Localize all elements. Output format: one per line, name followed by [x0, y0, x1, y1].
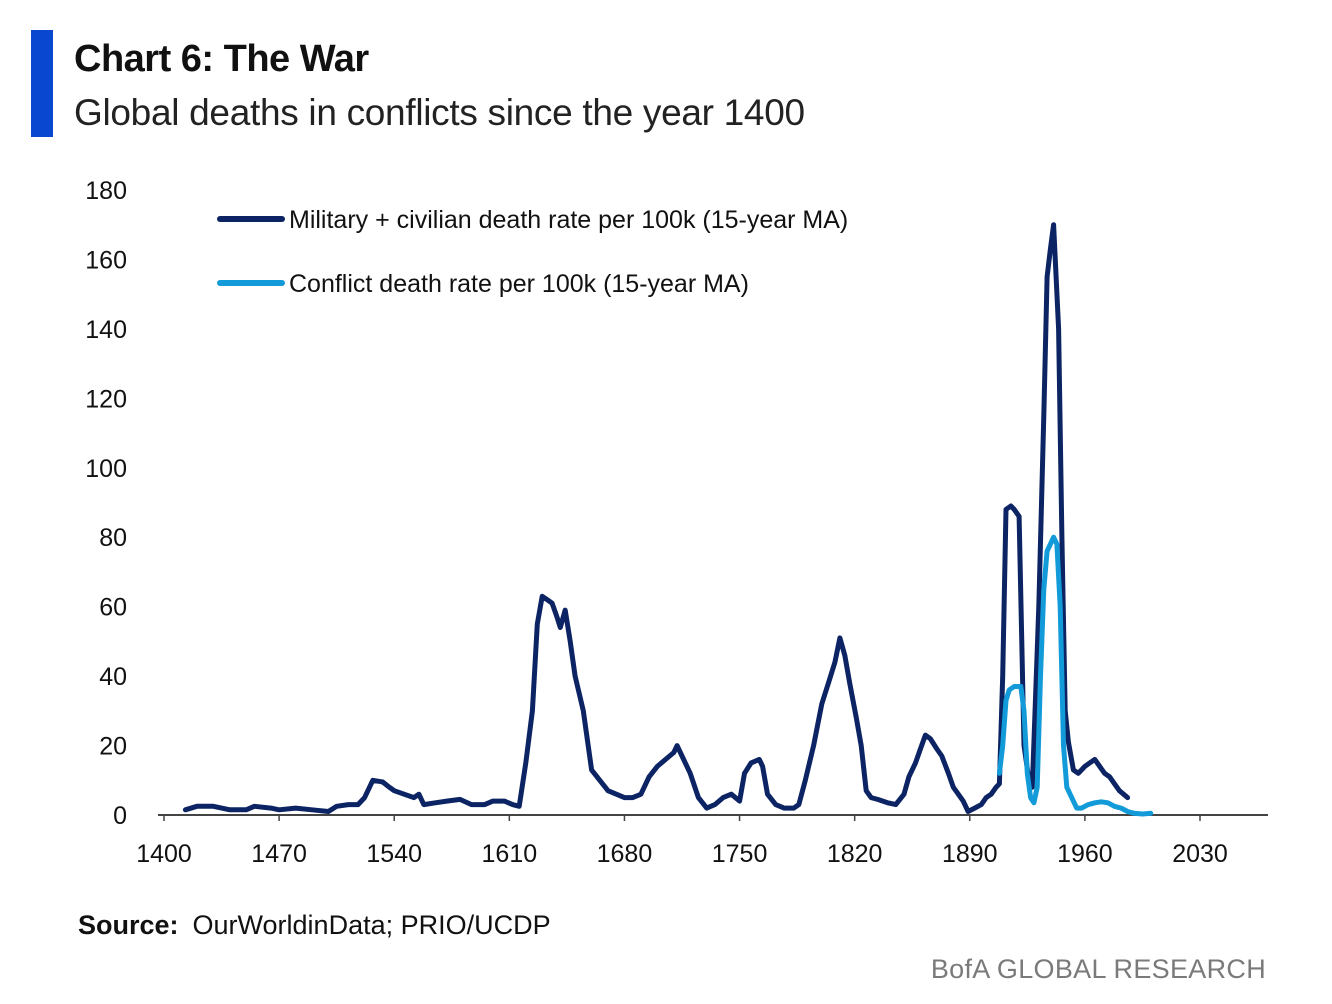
x-tick-label: 1890: [942, 840, 998, 868]
legend: Military + civilian death rate per 100k …: [217, 206, 848, 298]
legend-label: Conflict death rate per 100k (15-year MA…: [289, 270, 749, 298]
x-axis-ticks: 1400 1470 1540 1610 1680 1750 1820 1890 1960 2030: [136, 815, 1228, 868]
y-tick-label: 100: [85, 455, 127, 483]
x-tick-label: 1750: [712, 840, 768, 868]
series-line-military-civilian: [182, 222, 1131, 814]
y-axis-ticks: 0 20 40 60 80 100 120 140 160 180: [85, 177, 127, 830]
x-tick-label: 1820: [827, 840, 883, 868]
y-tick-label: 60: [99, 594, 127, 622]
y-tick-label: 0: [113, 802, 127, 830]
y-tick-label: 20: [99, 733, 127, 761]
brand-label: BofA GLOBAL RESEARCH: [930, 954, 1266, 984]
chart-title: Chart 6: The War: [74, 38, 369, 80]
series-layer: [182, 222, 1154, 817]
legend-label: Military + civilian death rate per 100k …: [289, 206, 848, 234]
x-tick-label: 1680: [597, 840, 653, 868]
source-label: Source:: [78, 910, 179, 940]
x-tick-label: 2030: [1172, 840, 1228, 868]
y-tick-label: 40: [99, 663, 127, 691]
y-tick-label: 180: [85, 177, 127, 205]
series-line-conflict: [996, 534, 1154, 817]
y-tick-label: 160: [85, 246, 127, 274]
y-tick-label: 140: [85, 316, 127, 344]
x-tick-label: 1960: [1057, 840, 1113, 868]
x-tick-label: 1470: [251, 840, 307, 868]
y-tick-label: 120: [85, 385, 127, 413]
x-tick-label: 1540: [366, 840, 422, 868]
accent-bar: [31, 30, 53, 137]
y-tick-label: 80: [99, 524, 127, 552]
source-note: Source: OurWorldinData; PRIO/UCDP: [78, 910, 551, 941]
chart-subtitle: Global deaths in conflicts since the yea…: [74, 92, 805, 133]
x-tick-label: 1610: [482, 840, 538, 868]
x-tick-label: 1400: [136, 840, 192, 868]
source-text: OurWorldinData; PRIO/UCDP: [192, 910, 551, 940]
